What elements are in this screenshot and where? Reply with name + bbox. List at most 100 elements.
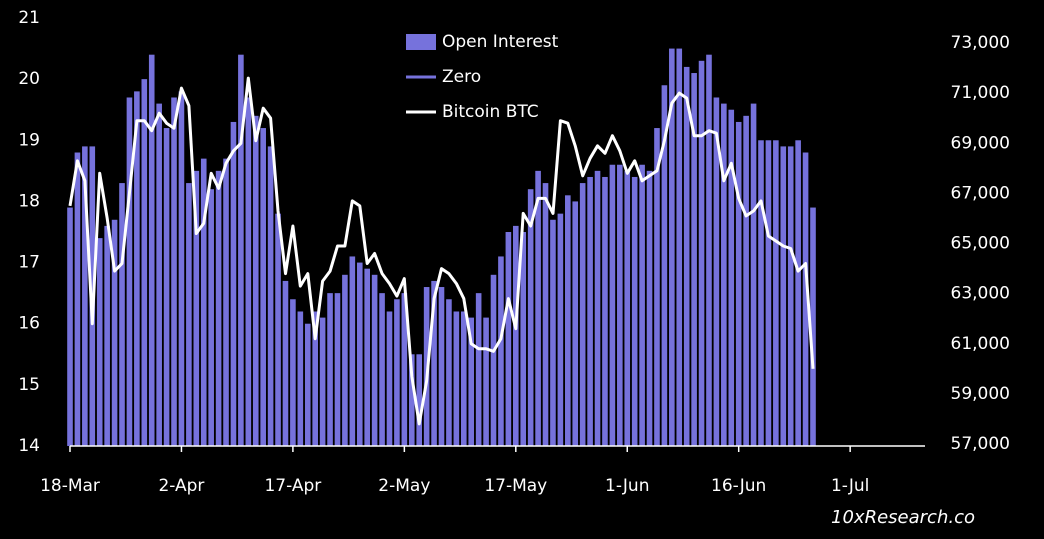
bar — [386, 311, 393, 446]
source-credit: 10xResearch.co — [831, 507, 975, 528]
bar — [141, 79, 148, 447]
bar — [683, 66, 690, 447]
bar — [713, 97, 720, 446]
bar — [379, 293, 385, 446]
bar — [126, 97, 133, 446]
bar — [349, 256, 356, 446]
bar — [572, 201, 579, 446]
bar — [475, 293, 482, 446]
bar — [728, 109, 735, 446]
bar — [691, 73, 697, 447]
y-tick-label: 15 — [18, 375, 40, 395]
bar — [408, 354, 415, 446]
bar — [765, 140, 772, 447]
y-tick-label: 18 — [18, 191, 40, 211]
bar — [334, 293, 341, 446]
bar — [230, 121, 237, 446]
bar — [156, 103, 162, 446]
btc-line — [68, 76, 815, 426]
x-tick-label: 16-Jun — [711, 476, 766, 496]
bar — [297, 311, 304, 446]
bar — [371, 274, 378, 446]
y2-tick-label: 71,000 — [951, 83, 1010, 103]
bar — [215, 170, 222, 446]
bar — [260, 128, 266, 447]
bar — [193, 170, 200, 446]
y2-tick-label: 59,000 — [951, 384, 1010, 404]
bar — [594, 170, 601, 446]
bar — [535, 170, 541, 446]
bar — [721, 103, 727, 446]
bar — [148, 54, 155, 446]
bar — [743, 115, 749, 446]
bar — [513, 225, 519, 446]
bar — [624, 170, 631, 446]
y2-tick-label: 67,000 — [951, 183, 1010, 203]
bar — [104, 225, 110, 446]
bar — [327, 293, 333, 446]
bar — [669, 48, 675, 446]
y2-tick-label: 57,000 — [951, 434, 1010, 454]
y2-tick-label: 61,000 — [951, 334, 1010, 354]
bar — [565, 195, 571, 446]
bar — [505, 232, 512, 446]
y-tick-label: 14 — [18, 436, 40, 456]
x-tick-label: 2-May — [378, 476, 430, 496]
y-tick-label: 21 — [18, 8, 40, 28]
bar — [319, 317, 326, 446]
bar — [773, 140, 779, 447]
bar — [304, 323, 311, 446]
y2-tick-label: 65,000 — [951, 234, 1010, 254]
bar — [394, 299, 400, 446]
bar — [802, 152, 809, 446]
y-tick-label: 16 — [18, 314, 40, 334]
bar — [787, 146, 794, 446]
bar — [706, 54, 712, 446]
bar — [698, 60, 705, 447]
bar — [795, 140, 801, 447]
bar — [735, 121, 742, 446]
bar — [639, 164, 645, 446]
bar — [498, 256, 504, 446]
y-tick-label: 17 — [18, 253, 40, 273]
legend-label: Bitcoin BTC — [442, 102, 539, 122]
bar — [431, 280, 437, 446]
bar — [416, 354, 423, 446]
bar — [111, 219, 118, 446]
bar — [186, 183, 192, 447]
x-tick-label: 1-Jun — [605, 476, 649, 496]
bar — [364, 268, 370, 446]
bar — [468, 317, 475, 446]
x-tick-label: 2-Apr — [158, 476, 204, 496]
bar — [609, 164, 616, 446]
bar — [810, 207, 816, 446]
legend-label: Open Interest — [442, 32, 559, 52]
bar — [490, 274, 497, 446]
bar — [96, 238, 103, 446]
y-tick-label: 20 — [18, 69, 40, 89]
bar — [557, 213, 564, 446]
bar — [163, 128, 170, 447]
bar — [542, 183, 549, 447]
y2-tick-label: 73,000 — [951, 33, 1010, 53]
bar — [527, 189, 534, 446]
bar — [438, 287, 445, 446]
bar — [74, 152, 81, 446]
x-tick-label: 17-Apr — [264, 476, 321, 496]
bar — [676, 48, 683, 446]
bar — [758, 140, 764, 447]
x-tick-label: 17-May — [484, 476, 547, 496]
y2-tick-label: 63,000 — [951, 284, 1010, 304]
bar — [290, 299, 296, 446]
bar — [401, 293, 408, 446]
y-tick-label: 19 — [18, 130, 40, 150]
bar — [460, 311, 467, 446]
x-tick-label: 18-Mar — [40, 476, 100, 496]
bar — [245, 97, 252, 446]
bar — [750, 103, 757, 446]
bar — [550, 219, 556, 446]
bar — [342, 274, 348, 446]
bar — [82, 146, 88, 446]
